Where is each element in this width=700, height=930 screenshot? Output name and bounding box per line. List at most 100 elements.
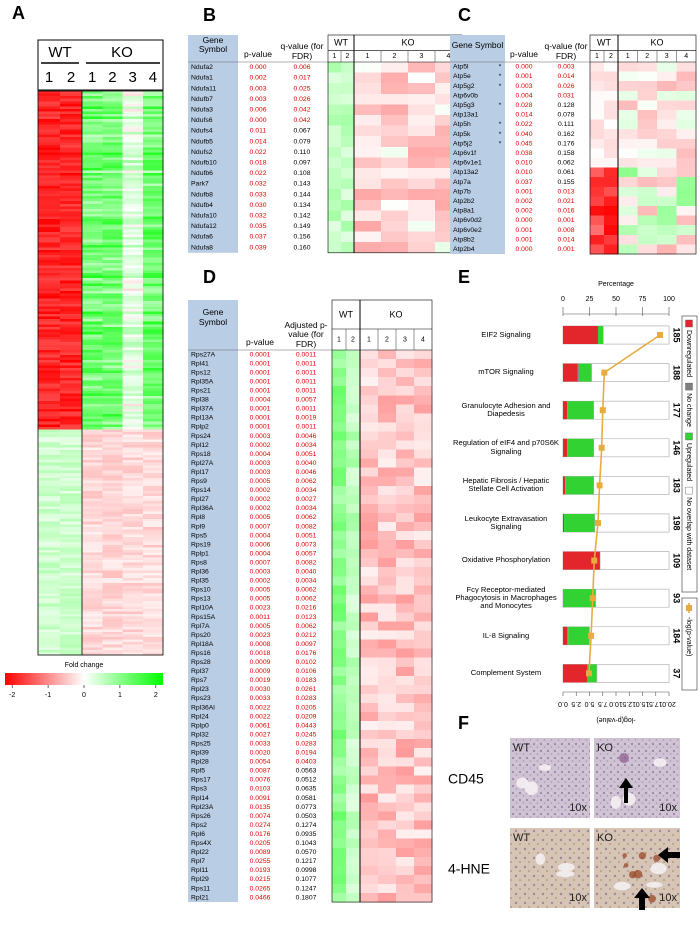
gene-symbol: Rpl32	[191, 731, 209, 738]
heatmap-cell	[354, 104, 382, 116]
heatmap-cell	[360, 693, 379, 704]
heatmap-cell	[378, 811, 397, 821]
heatmap-cell	[60, 270, 83, 274]
axis-title: Percentage	[598, 281, 634, 288]
heatmap-cell	[60, 642, 83, 646]
heatmap-cell	[142, 613, 164, 617]
heatmap-cell	[38, 644, 61, 648]
heatmap-cell	[142, 524, 164, 528]
heatmap-cell	[328, 104, 342, 116]
gene-symbol: Rpl39	[191, 750, 209, 757]
heatmap-cell	[38, 421, 61, 425]
q-value: 0.006	[293, 64, 310, 71]
q-header: Adjusted p-value (for FDR)	[284, 319, 328, 349]
heatmap-cell	[346, 793, 361, 803]
column-label: 3	[128, 69, 136, 86]
x2-tick-label: 17.5	[649, 700, 663, 707]
heatmap-cell	[360, 404, 379, 414]
heatmap-cell	[102, 308, 123, 312]
heatmap-cell	[102, 247, 123, 251]
heatmap-cell	[38, 275, 61, 279]
heatmap-cell	[378, 748, 397, 758]
heatmap-cell	[38, 637, 61, 640]
heatmap-cell	[142, 496, 164, 499]
heatmap-cell	[82, 244, 103, 248]
heatmap-cell	[82, 255, 103, 258]
heatmap-cell	[82, 514, 103, 517]
heatmap-cell	[82, 337, 103, 340]
heatmap-cell	[60, 273, 83, 276]
heatmap-cell	[102, 437, 123, 440]
heatmap-cell	[38, 262, 61, 266]
heatmap-cell	[38, 249, 61, 253]
heatmap-cell	[82, 121, 103, 125]
heatmap-cell	[60, 242, 83, 246]
bar-segment	[577, 363, 579, 382]
heatmap-cell	[102, 424, 123, 428]
heatmap-cell	[142, 370, 164, 374]
heatmap-cell	[102, 478, 123, 481]
heatmap-cell	[102, 493, 123, 497]
x-tick-label: 100	[663, 296, 675, 303]
heatmap-cell	[82, 175, 103, 179]
heatmap-cell	[82, 596, 103, 599]
heatmap-cell	[102, 278, 123, 282]
heatmap-cell	[122, 234, 144, 238]
heatmap-cell	[60, 519, 83, 522]
heatmap-cell	[38, 585, 61, 589]
heatmap-cell	[142, 237, 164, 240]
p-value: 0.038	[515, 150, 532, 157]
heatmap-cell	[82, 301, 103, 305]
q-header: q-value (for FDR)	[280, 41, 324, 61]
heatmap-cell	[346, 467, 361, 477]
heatmap-cell	[590, 167, 605, 178]
heatmap-cell	[60, 355, 83, 358]
heatmap-cell	[332, 558, 347, 568]
heatmap-cell	[332, 802, 347, 812]
gene-flag: *	[499, 131, 502, 138]
p-value: 0.0001	[250, 388, 271, 395]
heatmap-cell	[82, 378, 103, 381]
heatmap-cell	[60, 126, 83, 130]
heatmap-cell	[60, 198, 83, 202]
heatmap-cell	[142, 560, 164, 564]
heatmap-cell	[60, 211, 83, 215]
heatmap-cell	[102, 583, 123, 587]
heatmap-cell	[38, 544, 61, 548]
heatmap-cell	[122, 401, 144, 405]
heatmap-cell	[360, 368, 379, 378]
heatmap-cell	[82, 629, 103, 633]
q-value: 0.0062	[296, 623, 317, 630]
p-value: 0.010	[515, 169, 532, 176]
heatmap-cell	[328, 168, 342, 179]
heatmap-cell	[618, 215, 638, 226]
heatmap-cell	[360, 748, 379, 758]
bar-segment	[568, 626, 590, 645]
heatmap-cell	[142, 267, 164, 271]
heatmap-cell	[414, 684, 433, 695]
legend-label: No change	[685, 393, 692, 427]
heatmap-cell	[60, 357, 83, 361]
p-value: 0.0005	[250, 478, 271, 485]
heatmap-cell	[142, 121, 164, 125]
heatmap-cell	[142, 460, 164, 464]
heatmap-cell	[82, 539, 103, 543]
p-value: 0.0001	[250, 369, 271, 376]
heatmap-cell	[82, 637, 103, 640]
heatmap-cell	[38, 460, 61, 464]
heatmap-cell	[142, 419, 164, 423]
heatmap-cell	[82, 498, 103, 502]
heatmap-cell	[38, 621, 61, 625]
heatmap-cell	[657, 100, 677, 111]
heatmap-cell	[38, 124, 61, 128]
heatmap-cell	[38, 634, 61, 638]
heatmap-cell	[38, 362, 61, 366]
heatmap-cell	[38, 373, 61, 376]
heatmap-cell	[378, 494, 397, 505]
bar-segment	[563, 476, 566, 495]
heatmap-cell	[60, 160, 83, 164]
heatmap-cell	[82, 108, 103, 112]
heatmap-cell	[122, 252, 144, 256]
column-label: 3	[420, 53, 424, 60]
heatmap-cell	[38, 534, 61, 538]
